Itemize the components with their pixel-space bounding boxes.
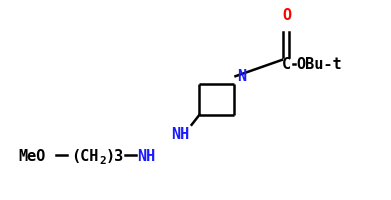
Text: N: N [237, 69, 247, 84]
Text: NH: NH [171, 126, 190, 141]
Text: (CH: (CH [71, 148, 99, 163]
Text: NH: NH [137, 148, 156, 163]
Text: MeO: MeO [19, 148, 46, 163]
Text: )3: )3 [106, 148, 124, 163]
Text: O: O [282, 8, 291, 23]
Text: 2: 2 [99, 155, 106, 165]
Text: OBu-t: OBu-t [296, 57, 342, 72]
Text: C: C [282, 57, 291, 72]
